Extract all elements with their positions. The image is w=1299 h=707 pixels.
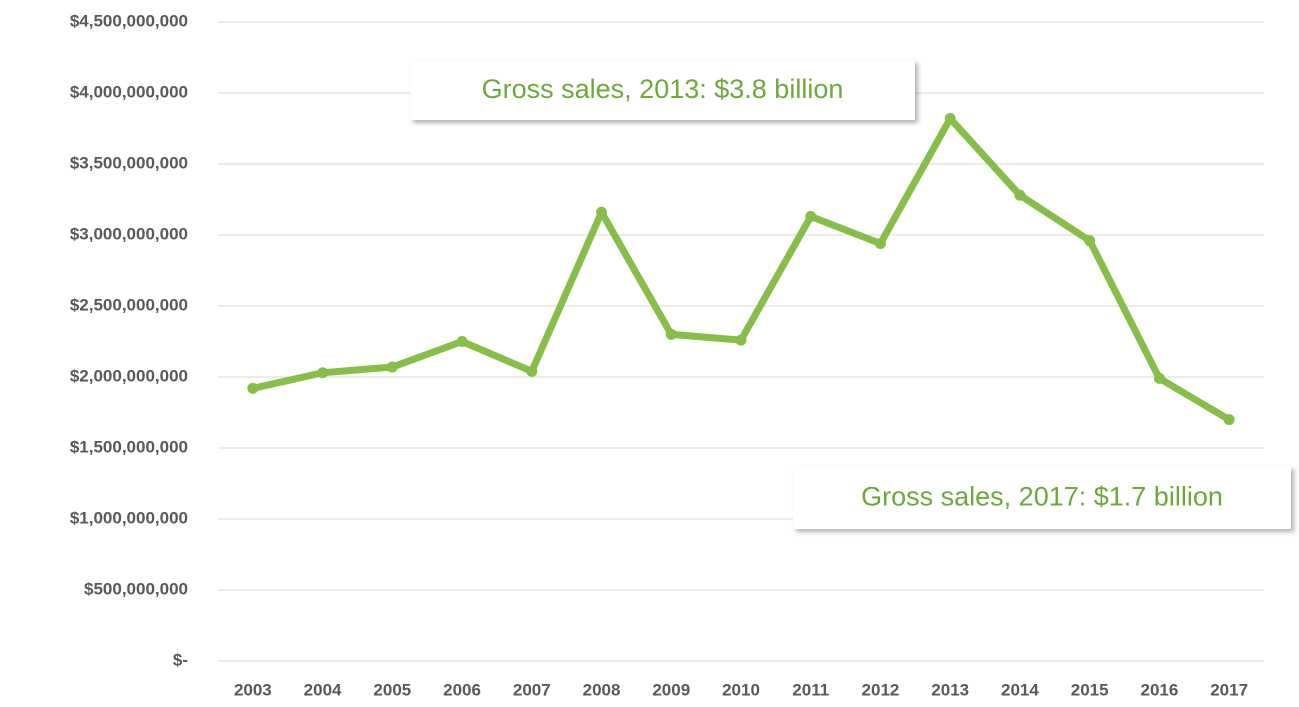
point (386, 361, 398, 373)
x-tick-label: 2005 (373, 680, 411, 699)
x-tick-label: 2013 (931, 680, 969, 699)
point (526, 365, 538, 377)
x-tick-label: 2011 (792, 680, 829, 699)
x-tick-label: 2017 (1210, 680, 1248, 699)
annotation-box (793, 466, 1291, 529)
point (805, 211, 817, 223)
annotation: Gross sales, 2017: $1.7 billion (861, 482, 1223, 512)
x-tick-label: 2003 (234, 680, 272, 699)
point (1223, 414, 1235, 426)
y-tick-label: $500,000,000 (84, 579, 188, 598)
x-tick-label: 2008 (583, 680, 621, 699)
y-tick-label: $1,500,000,000 (70, 437, 188, 456)
x-tick-label: 2012 (862, 680, 900, 699)
y-tick-label: $4,000,000,000 (70, 82, 188, 101)
point (944, 113, 956, 125)
point (665, 328, 677, 340)
x-tick-label: 2010 (722, 680, 760, 699)
x-tick-label: 2014 (1001, 680, 1039, 699)
point (596, 206, 608, 218)
annotation: Gross sales, 2013: $3.8 billion (482, 74, 844, 104)
y-tick-label: $2,500,000,000 (70, 295, 188, 314)
point (735, 334, 747, 346)
y-tick-label: $3,000,000,000 (70, 224, 188, 243)
point (456, 336, 468, 347)
point (1014, 189, 1026, 201)
x-tick-label: 2016 (1140, 680, 1178, 699)
point (317, 367, 329, 379)
y-tick-label: $2,000,000,000 (70, 366, 188, 385)
point (1084, 235, 1096, 247)
y-tick-label: $3,500,000,000 (70, 153, 188, 172)
x-tick-label: 2006 (443, 680, 481, 699)
annotation-box (410, 60, 915, 120)
x-tick-label: 2009 (652, 680, 690, 699)
y-tick-label: $4,500,000,000 (70, 11, 188, 30)
point (874, 238, 886, 250)
point (1153, 372, 1165, 384)
x-tick-label: 2004 (304, 680, 342, 699)
y-tick-label: $1,000,000,000 (70, 508, 188, 527)
x-tick-label: 2015 (1071, 680, 1109, 699)
x-tick-label: 2007 (513, 680, 551, 699)
point (247, 382, 259, 394)
y-tick-label: $- (173, 650, 188, 669)
